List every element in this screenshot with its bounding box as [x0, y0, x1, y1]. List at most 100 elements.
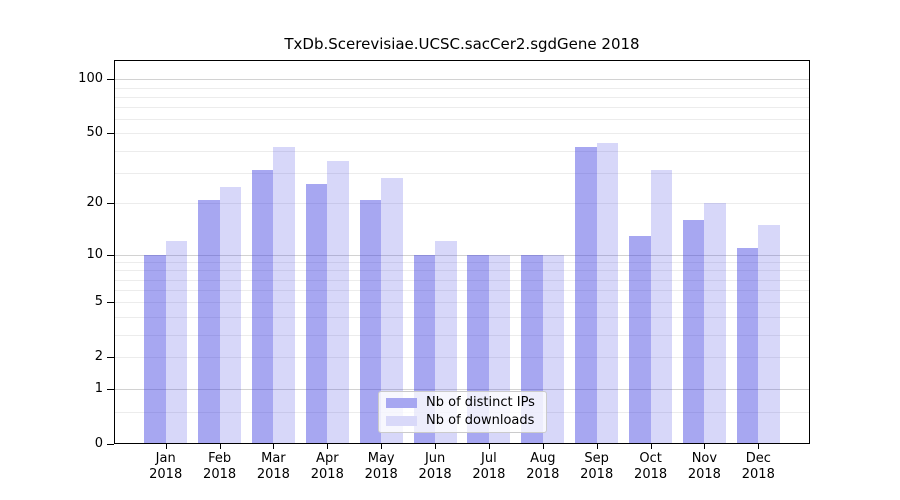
x-tick-year: 2018	[580, 467, 614, 482]
legend: Nb of distinct IPs Nb of downloads	[378, 391, 547, 433]
x-tick-label-aug: Aug 2018	[508, 451, 578, 483]
legend-entry-downloads: Nb of downloads	[386, 414, 538, 428]
y-tick-mark-5	[107, 302, 114, 303]
y-tick-mark-20	[107, 203, 114, 204]
bar-apr-downloads	[327, 160, 349, 444]
x-tick-month: Feb	[208, 451, 232, 466]
gridline-minor-80	[114, 96, 810, 98]
gridline-minor-5	[114, 302, 810, 304]
x-tick-mark-apr	[327, 444, 329, 449]
x-tick-year: 2018	[364, 467, 398, 482]
y-tick-label-1: 1	[94, 381, 103, 397]
x-tick-mark-jun	[435, 444, 437, 449]
x-tick-month: Jul	[481, 451, 497, 466]
x-tick-label-jan: Jan 2018	[131, 451, 201, 483]
gridline-minor-20	[114, 203, 810, 205]
plot-area	[114, 60, 810, 444]
x-tick-month: Jun	[424, 451, 446, 466]
x-tick-label-feb: Feb 2018	[185, 451, 255, 483]
gridline-minor-60	[114, 119, 810, 121]
gridline-minor-6	[114, 290, 810, 292]
legend-label-distinct-ips: Nb of distinct IPs	[426, 395, 535, 410]
x-tick-label-apr: Apr 2018	[292, 451, 362, 483]
x-tick-month: May	[367, 451, 395, 466]
gridline-minor-4	[114, 316, 810, 318]
gridline-minor-50	[114, 133, 810, 135]
x-tick-year: 2018	[472, 467, 506, 482]
x-tick-year: 2018	[741, 467, 775, 482]
y-tick-label-0: 0	[94, 436, 103, 451]
legend-swatch-downloads	[386, 416, 417, 426]
x-tick-mark-aug	[542, 444, 544, 449]
bar-sep-distinct-ips	[575, 146, 597, 444]
x-tick-month: Aug	[530, 451, 556, 466]
bar-mar-distinct-ips	[251, 170, 274, 444]
gridline-minor-2	[114, 357, 810, 359]
gridline-major-10	[114, 254, 810, 256]
chart-title: TxDb.Scerevisiae.UCSC.sacCer2.sgdGene 20…	[284, 35, 640, 53]
bar-jan-downloads	[165, 241, 188, 444]
x-tick-label-may: May 2018	[346, 451, 416, 483]
y-tick-mark-2	[107, 357, 114, 358]
bar-may-downloads	[381, 177, 403, 444]
x-tick-year: 2018	[310, 467, 344, 482]
x-tick-month: Dec	[745, 451, 771, 466]
gridline-minor-7	[114, 279, 810, 281]
x-tick-mark-may	[381, 444, 383, 449]
x-tick-month: Mar	[261, 451, 286, 466]
x-tick-month: Jan	[155, 451, 176, 466]
bar-sep-downloads	[596, 143, 619, 444]
x-tick-year: 2018	[526, 467, 560, 482]
x-tick-year: 2018	[256, 467, 290, 482]
bar-jan-distinct-ips	[144, 254, 166, 444]
bar-nov-downloads	[704, 203, 726, 444]
y-tick-mark-0	[107, 444, 114, 445]
x-tick-label-jul: Jul 2018	[454, 451, 524, 483]
x-tick-mark-mar	[273, 444, 275, 449]
bar-nov-distinct-ips	[682, 220, 705, 444]
x-tick-label-sep: Sep 2018	[562, 451, 632, 483]
y-tick-label-10: 10	[86, 246, 103, 262]
bar-dec-downloads	[758, 224, 780, 444]
x-tick-year: 2018	[634, 467, 668, 482]
bar-feb-distinct-ips	[198, 199, 220, 444]
y-tick-mark-1	[107, 389, 114, 390]
x-tick-mark-dec	[758, 444, 760, 449]
x-tick-mark-feb	[219, 444, 221, 449]
x-tick-label-dec: Dec 2018	[723, 451, 793, 483]
x-tick-label-jun: Jun 2018	[400, 451, 470, 483]
x-tick-mark-jan	[165, 444, 167, 449]
y-tick-mark-10	[107, 255, 114, 256]
x-tick-mark-jul	[488, 444, 490, 449]
gridline-minor-30	[114, 172, 810, 174]
bar-may-distinct-ips	[359, 199, 382, 444]
y-tick-label-50: 50	[86, 125, 103, 141]
x-tick-month: Apr	[316, 451, 339, 466]
bar-feb-downloads	[219, 186, 242, 444]
x-tick-label-mar: Mar 2018	[238, 451, 308, 483]
x-tick-month: Oct	[639, 451, 662, 466]
x-tick-year: 2018	[418, 467, 452, 482]
gridline-minor-70	[114, 107, 810, 109]
y-tick-mark-100	[107, 79, 114, 80]
bar-apr-distinct-ips	[305, 183, 328, 444]
x-tick-label-oct: Oct 2018	[616, 451, 686, 483]
y-tick-label-100: 100	[78, 71, 103, 87]
x-tick-year: 2018	[687, 467, 721, 482]
legend-swatch-distinct-ips	[386, 398, 417, 408]
gridline-minor-8	[114, 270, 810, 272]
y-tick-label-2: 2	[94, 349, 103, 365]
x-tick-year: 2018	[203, 467, 237, 482]
x-tick-mark-oct	[650, 444, 652, 449]
gridline-major-1	[114, 389, 810, 391]
gridline-minor-40	[114, 150, 810, 152]
x-tick-mark-nov	[704, 444, 706, 449]
x-tick-label-nov: Nov 2018	[669, 451, 739, 483]
bar-dec-distinct-ips	[736, 247, 759, 444]
gridline-major-100	[114, 79, 810, 81]
legend-label-downloads: Nb of downloads	[426, 413, 535, 428]
y-tick-label-5: 5	[94, 294, 103, 310]
bar-oct-distinct-ips	[629, 235, 651, 444]
x-tick-month: Sep	[584, 451, 609, 466]
